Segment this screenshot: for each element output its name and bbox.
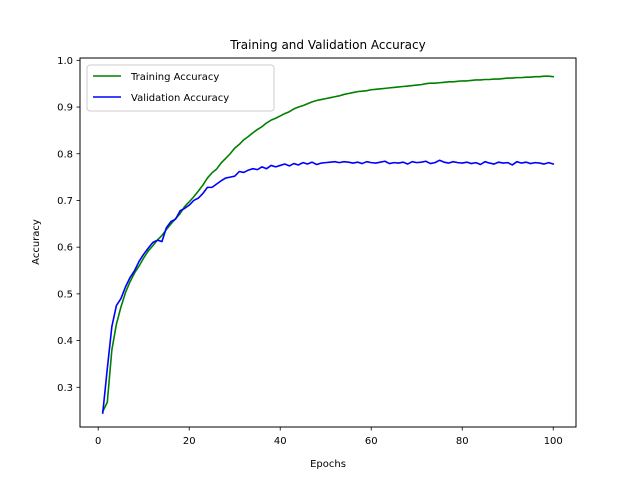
plot-frame (79, 57, 577, 428)
y-axis-label: Accuracy (31, 219, 42, 265)
legend-label-validation: Validation Accuracy (131, 93, 229, 104)
y-tick-label: 0.6 (57, 243, 73, 254)
legend-box (86, 64, 275, 112)
x-axis-label: Epochs (310, 459, 346, 470)
y-tick-label: 0.9 (57, 103, 73, 114)
x-tick-label: 0 (95, 436, 101, 447)
y-tick-label: 0.3 (57, 383, 73, 394)
x-tick-label: 80 (456, 436, 469, 447)
x-tick-label: 60 (365, 436, 378, 447)
y-tick-label: 0.7 (57, 196, 73, 207)
plot-area (80, 58, 576, 427)
series-layer (101, 75, 555, 414)
x-axis: 0 20 40 60 80 100 (95, 427, 563, 447)
x-tick-label: 40 (274, 436, 287, 447)
legend: Training Accuracy Validation Accuracy (86, 64, 275, 112)
y-tick-label: 0.5 (57, 289, 73, 300)
y-tick-label: 1.0 (57, 56, 73, 67)
x-tick-label: 20 (183, 436, 196, 447)
y-tick-label: 0.8 (57, 149, 73, 160)
y-axis: 0.3 0.4 0.5 0.6 0.7 0.8 0.9 1.0 (57, 56, 80, 394)
y-tick-label: 0.4 (57, 336, 73, 347)
legend-label-training: Training Accuracy (130, 72, 219, 83)
validation-accuracy-line (101, 159, 555, 414)
chart-title: Training and Validation Accuracy (229, 38, 425, 52)
x-tick-label: 100 (544, 436, 563, 447)
